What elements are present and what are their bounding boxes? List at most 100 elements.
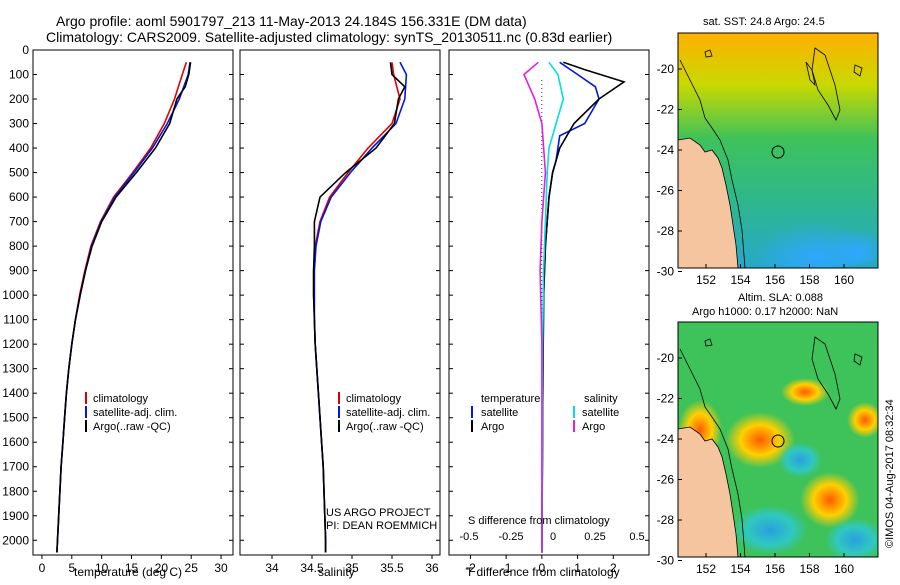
australia-land xyxy=(678,137,739,268)
depth-tick-label: 900 xyxy=(9,264,29,278)
salinity-axis-label: salinity xyxy=(318,565,355,579)
sla-map-title-line1: Altim. SLA: 0.088 xyxy=(738,292,823,304)
lon-tick-label: 158 xyxy=(799,273,819,287)
lon-tick-label: 152 xyxy=(696,273,716,287)
depth-tick-label: 1100 xyxy=(3,313,29,327)
depth-tick-label: 200 xyxy=(9,92,29,106)
depth-axis: 0 100 200 300 400 500 600 700 800 900 1000 1100 1200… xyxy=(2,43,649,547)
imos-timestamp: ©IMOS 04-Aug-2017 08:32:34 xyxy=(884,399,896,548)
x-tick-label: 15 xyxy=(125,561,139,575)
temperature-panel-frame xyxy=(32,49,234,556)
depth-tick-label: 1600 xyxy=(2,435,29,449)
argo-location-marker xyxy=(771,145,785,159)
x-tick-label: 2 xyxy=(610,561,617,575)
difference-legend: temperature salinity satellite Argo sate… xyxy=(468,393,619,527)
depth-tick-label: 1000 xyxy=(2,288,29,302)
legend-label-s-satellite: satellite xyxy=(582,407,619,419)
x-tick-label: 5 xyxy=(68,561,75,575)
lon-tick-label: 152 xyxy=(696,562,716,576)
sst-map-axes: -20 -22 -24 -26 -28 -30 152 154 156 158 160 xyxy=(657,62,855,287)
depth-tick-label: 1200 xyxy=(2,337,29,351)
salinity-legend: climatology satellite-adj. clim. Argo(..… xyxy=(326,392,437,532)
lon-tick-label: 158 xyxy=(799,562,819,576)
difference-chart: -2 -1 0 1 2 -0.5 -0.25 0 0.25 0.5 xyxy=(460,61,645,575)
legend-label-climatology: climatology xyxy=(93,393,149,405)
sst-map-title: sat. SST: 24.8 Argo: 24.5 xyxy=(703,16,825,28)
temperature-chart: 0 5 10 15 20 25 30 xyxy=(39,62,228,575)
x-tick-label: -1 xyxy=(501,561,512,575)
lat-tick-label: -28 xyxy=(657,513,675,527)
title-line1: Argo profile: aoml 5901797_213 11-May-20… xyxy=(56,13,527,29)
legend-label-climatology: climatology xyxy=(346,393,402,405)
legend-header-salinity: salinity xyxy=(584,393,618,405)
depth-tick-label: 1400 xyxy=(2,386,29,400)
difference-panel-frame xyxy=(448,49,650,556)
x-tick-label: 0 xyxy=(539,561,546,575)
lon-tick-label: 154 xyxy=(730,273,750,287)
legend-header-temperature: temperature xyxy=(481,393,540,405)
depth-tick-label: 400 xyxy=(9,141,29,155)
lat-tick-label: -20 xyxy=(657,62,675,76)
s-diff-axis-label: S difference from climatology xyxy=(468,515,610,527)
depth-tick-label: 2000 xyxy=(2,533,29,547)
temperature-legend: climatology satellite-adj. clim. Argo(..… xyxy=(85,392,177,433)
x-tick-label: 1 xyxy=(574,561,581,575)
depth-tick-label: 600 xyxy=(9,190,29,204)
depth-tick-label: 1300 xyxy=(2,362,29,376)
depth-tick-label: 500 xyxy=(9,166,29,180)
s-diff-tick-label: -0.25 xyxy=(498,531,523,543)
s-diff-tick-label: -0.5 xyxy=(460,531,479,543)
lat-tick-label: -24 xyxy=(657,432,675,446)
lon-tick-label: 154 xyxy=(730,562,750,576)
series-line xyxy=(541,61,600,553)
series-line xyxy=(313,61,408,553)
lat-tick-label: -26 xyxy=(657,473,675,487)
reef-contour xyxy=(805,61,816,87)
island-contour xyxy=(704,338,713,347)
sla-low-patch xyxy=(732,505,808,555)
s-diff-tick-label: 0 xyxy=(550,531,556,543)
x-tick-label: 20 xyxy=(155,561,169,575)
series-line xyxy=(541,61,626,553)
island-contour xyxy=(853,64,863,77)
lat-tick-label: -26 xyxy=(657,184,675,198)
depth-tick-label: 700 xyxy=(9,215,29,229)
sla-high-patch xyxy=(847,402,878,438)
x-tick-label: 10 xyxy=(95,561,109,575)
project-annotation: US ARGO PROJECT xyxy=(326,507,431,519)
series-line xyxy=(541,61,565,553)
reef-contour xyxy=(811,47,841,121)
lon-tick-label: 160 xyxy=(834,562,854,576)
x-tick-label: 25 xyxy=(185,561,199,575)
sla-map-title-line2: Argo h1000: 0.17 h2000: NaN xyxy=(692,306,838,318)
lat-tick-label: -30 xyxy=(657,554,675,568)
x-tick-label: 30 xyxy=(214,561,228,575)
depth-tick-label: 0 xyxy=(22,43,29,57)
sla-high-patch xyxy=(800,472,860,528)
depth-tick-label: 800 xyxy=(9,239,29,253)
legend-label-argo: Argo(..raw -QC) xyxy=(346,421,424,433)
x-tick-label: 34 xyxy=(265,561,279,575)
series-line xyxy=(312,62,401,553)
australia-land xyxy=(678,426,739,557)
lat-tick-label: -22 xyxy=(657,392,675,406)
island-contour xyxy=(704,49,713,58)
legend-label-s-argo: Argo xyxy=(582,421,605,433)
sla-map-axes: -20 -22 -24 -26 -28 -30 152 154 156 158 160 xyxy=(657,351,855,576)
legend-label-t-satellite: satellite xyxy=(481,407,518,419)
lat-tick-label: -30 xyxy=(657,265,675,279)
depth-tick-label: 100 xyxy=(9,68,29,82)
salinity-panel-frame xyxy=(239,49,441,556)
sst-cool-patch xyxy=(810,205,878,265)
lon-tick-label: 156 xyxy=(765,273,785,287)
series-line xyxy=(312,62,406,553)
salinity-chart: 34 34.5 35 35.5 36 xyxy=(265,61,439,575)
sla-low-patch xyxy=(825,518,878,557)
lat-tick-label: -20 xyxy=(657,351,675,365)
island-contour xyxy=(853,353,863,366)
legend-label-t-argo: Argo xyxy=(481,421,504,433)
legend-label-satellite: satellite-adj. clim. xyxy=(93,407,177,419)
depth-tick-label: 1500 xyxy=(2,411,29,425)
sla-high-patch xyxy=(725,412,795,468)
